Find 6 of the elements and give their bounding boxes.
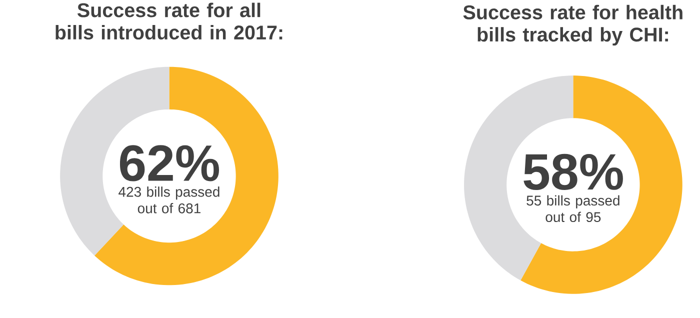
text: 58% — [524, 154, 623, 190]
chart-title: Success rate for all bills introduced in 2017: — [56, 2, 282, 40]
chart-title: Success rate for health bills tracked by CHI: — [463, 4, 682, 46]
text: 55 bills passed out of 95 — [526, 195, 620, 222]
text: 423 bills passed out of 681 — [118, 186, 220, 214]
text: 62% — [120, 145, 219, 182]
